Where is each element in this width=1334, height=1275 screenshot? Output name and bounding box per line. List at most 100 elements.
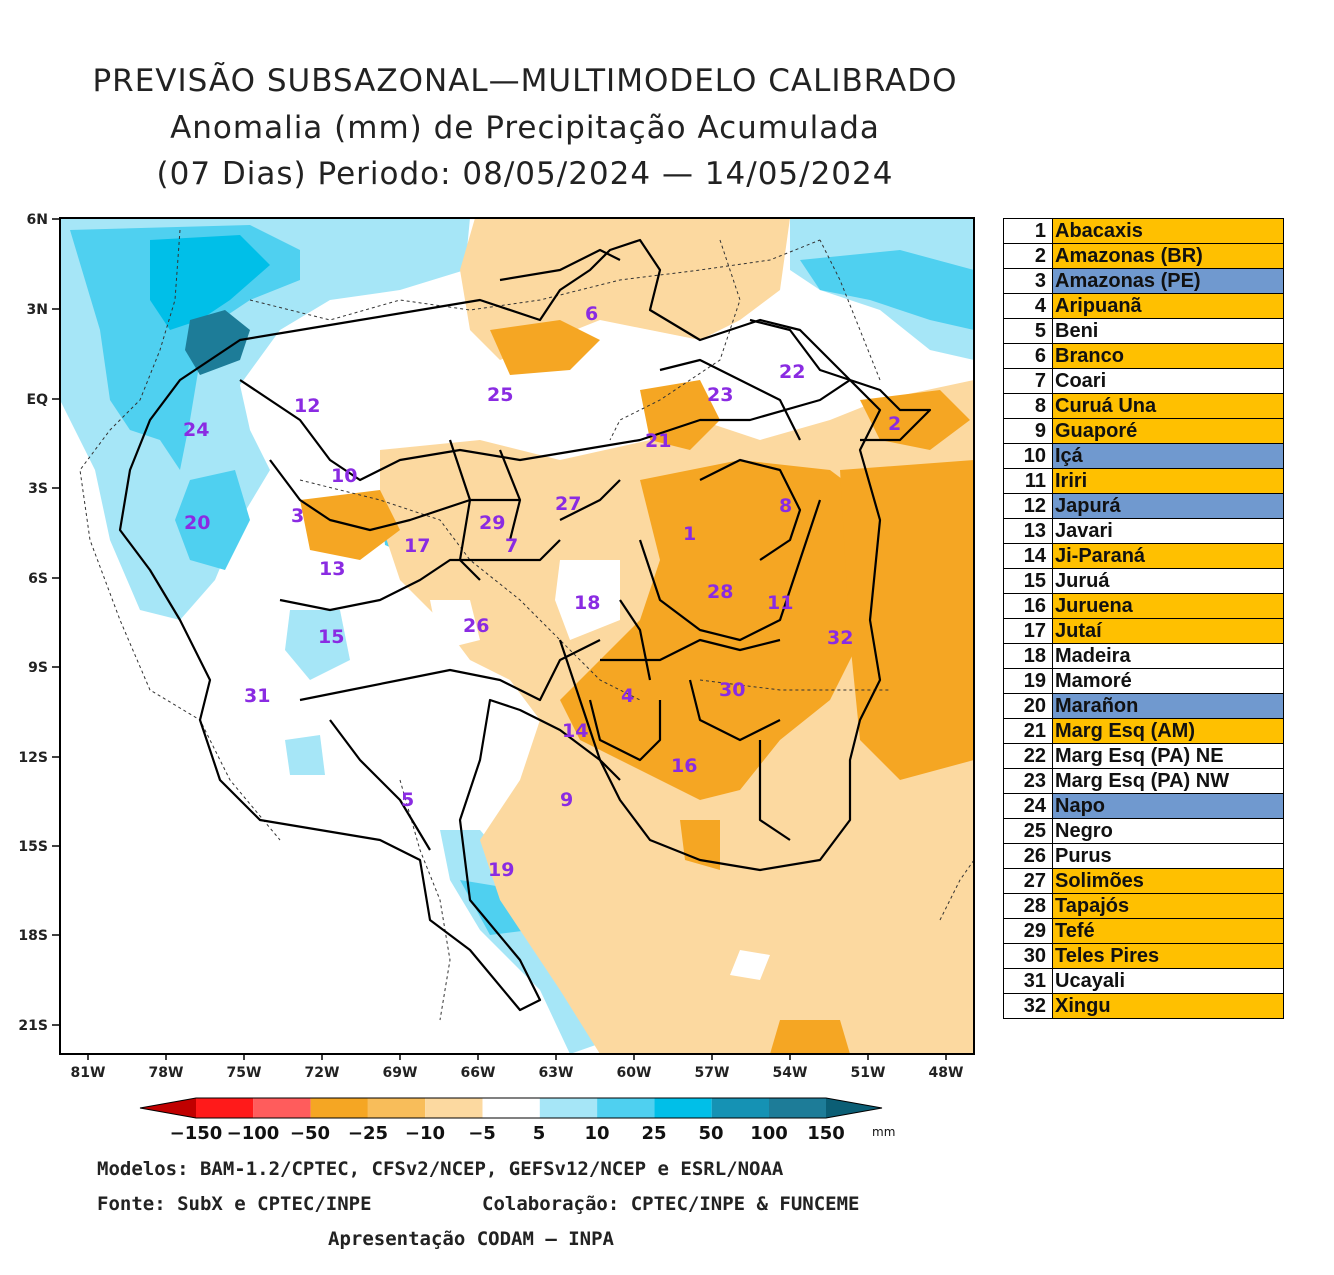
lon-label-57w: 57W	[695, 1065, 730, 1081]
color-bar-swatch	[539, 1098, 598, 1118]
legend-basin-name: Negro	[1052, 818, 1284, 844]
basin-label-12: 12	[294, 395, 320, 417]
legend-basin-name: Amazonas (PE)	[1052, 268, 1284, 294]
basin-label-26: 26	[463, 615, 489, 637]
legend-row: 15 Juruá	[1003, 568, 1284, 594]
legend-basin-number: 28	[1003, 893, 1053, 919]
legend-basin-name: Abacaxis	[1052, 218, 1284, 244]
basin-label-8: 8	[779, 495, 792, 517]
color-bar-swatch	[711, 1098, 769, 1118]
legend-basin-name: Xingu	[1052, 993, 1284, 1019]
credits-source: Fonte: SubX e CPTEC/INPE	[97, 1193, 372, 1215]
color-bar-swatch	[196, 1098, 254, 1118]
lon-label-78w: 78W	[149, 1065, 184, 1081]
cb-label-50: 50	[698, 1123, 723, 1144]
legend-row: 28 Tapajós	[1003, 893, 1284, 919]
basin-label-19: 19	[488, 859, 514, 881]
legend-basin-number: 18	[1003, 643, 1053, 669]
legend-row: 30 Teles Pires	[1003, 943, 1284, 969]
legend-row: 3 Amazonas (PE)	[1003, 268, 1284, 294]
legend-basin-name: Marg Esq (AM)	[1052, 718, 1284, 744]
latitude-axis: 6N 3N EQ 3S 6S 9S 12S 15S 18S 21S	[18, 212, 60, 1034]
lat-label-15s: 15S	[18, 839, 48, 855]
basin-label-10: 10	[331, 465, 357, 487]
legend-basin-name: Tefé	[1052, 918, 1284, 944]
basin-label-4: 4	[621, 685, 634, 707]
basin-label-20: 20	[184, 512, 210, 534]
country-borders	[79, 229, 974, 1021]
legend-basin-number: 27	[1003, 868, 1053, 894]
legend-basin-number: 23	[1003, 768, 1053, 794]
legend-basin-name: Juruá	[1052, 568, 1284, 594]
legend-basin-number: 13	[1003, 518, 1053, 544]
legend-basin-name: Solimões	[1052, 868, 1284, 894]
legend-basin-number: 8	[1003, 393, 1053, 419]
basin-label-24: 24	[183, 419, 209, 441]
color-bar-swatch	[654, 1098, 712, 1118]
legend-basin-name: Branco	[1052, 343, 1284, 369]
legend-basin-number: 2	[1003, 243, 1053, 269]
basin-label-28: 28	[707, 581, 733, 603]
cb-label-neg50: −50	[290, 1123, 330, 1144]
legend-basin-name: Teles Pires	[1052, 943, 1284, 969]
basin-label-6: 6	[585, 303, 598, 325]
basin-label-14: 14	[562, 720, 588, 742]
legend-row: 19 Mamoré	[1003, 668, 1284, 694]
basin-label-31: 31	[244, 685, 270, 707]
legend-row: 20 Marañon	[1003, 693, 1284, 719]
map-border	[59, 217, 975, 1055]
color-bar-swatch	[597, 1098, 655, 1118]
cb-label-neg100: −100	[227, 1123, 280, 1144]
legend-basin-number: 15	[1003, 568, 1053, 594]
cb-label-150: 150	[807, 1123, 845, 1144]
legend-basin-number: 21	[1003, 718, 1053, 744]
basin-label-25: 25	[487, 384, 513, 406]
basin-label-13: 13	[319, 558, 345, 580]
legend-row: 22 Marg Esq (PA) NE	[1003, 743, 1284, 769]
lat-label-6s: 6S	[28, 571, 48, 587]
longitude-axis: 81W 78W 75W 72W 69W 66W 63W 60W 57W 54W …	[71, 1054, 963, 1081]
legend-basin-name: Ji-Paraná	[1052, 543, 1284, 569]
legend-row: 18 Madeira	[1003, 643, 1284, 669]
legend-basin-number: 26	[1003, 843, 1053, 869]
legend-basin-name: Jutaí	[1052, 618, 1284, 644]
lon-label-60w: 60W	[617, 1065, 652, 1081]
basin-number-labels: 1 2 3 4 5 6 7 8 9 10 11 12 13 14 15 16 1…	[183, 303, 901, 881]
legend-basin-name: Aripuanã	[1052, 293, 1284, 319]
map-title-line-1: PREVISÃO SUBSAZONAL—MULTIMODELO CALIBRAD…	[92, 63, 958, 99]
legend-basin-name: Ucayali	[1052, 968, 1284, 994]
legend-basin-name: Napo	[1052, 793, 1284, 819]
cb-label-neg25: −25	[348, 1123, 388, 1144]
lat-label-21s: 21S	[18, 1018, 48, 1034]
color-bar-swatches	[140, 1098, 882, 1118]
lon-label-54w: 54W	[773, 1065, 808, 1081]
basin-outlines	[118, 238, 932, 1012]
legend-row: 32 Xingu	[1003, 993, 1284, 1019]
lat-label-12s: 12S	[18, 750, 48, 766]
color-bar-right-triangle	[826, 1098, 882, 1118]
basin-label-1: 1	[683, 523, 696, 545]
legend-basin-number: 16	[1003, 593, 1053, 619]
legend-basin-name: Mamoré	[1052, 668, 1284, 694]
legend-basin-number: 14	[1003, 543, 1053, 569]
basin-label-29: 29	[479, 512, 505, 534]
lon-label-72w: 72W	[305, 1065, 340, 1081]
legend-basin-number: 7	[1003, 368, 1053, 394]
legend-row: 11 Iriri	[1003, 468, 1284, 494]
lat-label-3n: 3N	[27, 302, 48, 318]
lon-label-75w: 75W	[227, 1065, 262, 1081]
legend-row: 21 Marg Esq (AM)	[1003, 718, 1284, 744]
legend-basin-number: 3	[1003, 268, 1053, 294]
legend-basin-name: Marañon	[1052, 693, 1284, 719]
lon-label-69w: 69W	[383, 1065, 418, 1081]
basin-label-16: 16	[671, 755, 697, 777]
legend-basin-number: 19	[1003, 668, 1053, 694]
legend-row: 25 Negro	[1003, 818, 1284, 844]
cb-label-5: 5	[533, 1123, 546, 1144]
basin-label-17: 17	[404, 535, 430, 557]
legend-basin-name: Amazonas (BR)	[1052, 243, 1284, 269]
lat-label-6n: 6N	[27, 212, 48, 228]
legend-basin-name: Purus	[1052, 843, 1284, 869]
basin-label-7: 7	[505, 535, 518, 557]
legend-basin-name: Marg Esq (PA) NW	[1052, 768, 1284, 794]
